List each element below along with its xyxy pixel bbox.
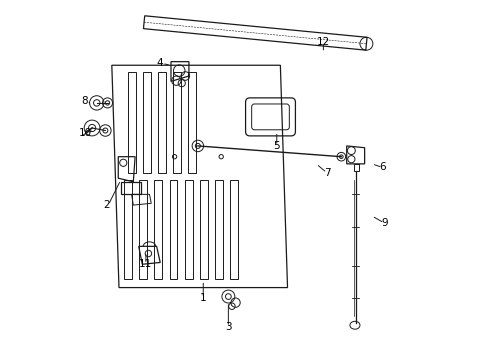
Text: 9: 9 (380, 218, 387, 228)
Text: 4: 4 (157, 58, 163, 68)
Text: 5: 5 (273, 141, 280, 151)
Text: 12: 12 (316, 37, 329, 47)
Text: 11: 11 (139, 259, 152, 269)
Text: 2: 2 (103, 200, 109, 210)
Text: 3: 3 (224, 322, 231, 332)
Text: 10: 10 (78, 129, 91, 138)
Text: 7: 7 (323, 168, 329, 178)
Text: 6: 6 (379, 162, 385, 172)
Text: 8: 8 (81, 96, 88, 106)
Text: 1: 1 (200, 293, 206, 303)
